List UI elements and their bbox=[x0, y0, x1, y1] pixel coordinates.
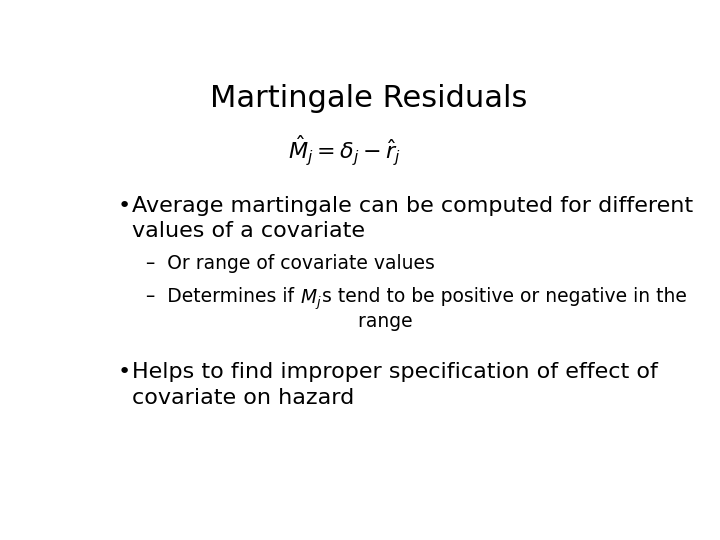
Text: $M_j$: $M_j$ bbox=[300, 287, 322, 312]
Text: •: • bbox=[118, 196, 131, 216]
Text: s tend to be positive or negative in the
      range: s tend to be positive or negative in the… bbox=[322, 287, 686, 330]
Text: $\hat{M}_j = \delta_j - \hat{r}_j$: $\hat{M}_j = \delta_j - \hat{r}_j$ bbox=[288, 133, 401, 168]
Text: Martingale Residuals: Martingale Residuals bbox=[210, 84, 528, 112]
Text: –  Determines if: – Determines if bbox=[145, 287, 300, 306]
Text: Average martingale can be computed for different
values of a covariate: Average martingale can be computed for d… bbox=[132, 196, 693, 241]
Text: Helps to find improper specification of effect of
covariate on hazard: Helps to find improper specification of … bbox=[132, 362, 658, 408]
Text: –  Or range of covariate values: – Or range of covariate values bbox=[145, 254, 435, 273]
Text: •: • bbox=[118, 362, 131, 382]
